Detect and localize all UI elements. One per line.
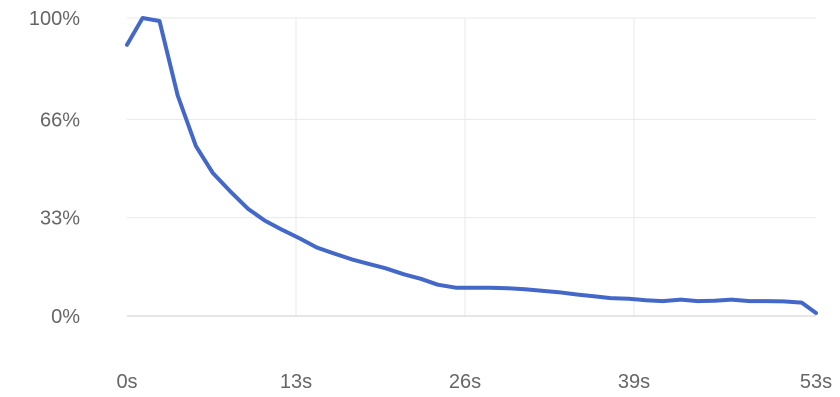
x-tick-label: 53s bbox=[800, 371, 832, 392]
y-tick-label: 33% bbox=[40, 208, 80, 230]
x-tick-label: 39s bbox=[618, 371, 650, 392]
y-tick-label: 66% bbox=[40, 109, 80, 131]
y-tick-label: 0% bbox=[51, 306, 80, 328]
series-layer bbox=[125, 16, 818, 315]
x-tick-label: 0s bbox=[116, 371, 137, 392]
gridlines bbox=[127, 17, 816, 316]
series-line-0 bbox=[125, 16, 818, 315]
tick-labels: 100% 66% 33% 0% 0s 13s 26s 39s 53s bbox=[29, 8, 832, 393]
y-tick-label: 100% bbox=[29, 8, 80, 30]
x-tick-label: 13s bbox=[280, 371, 312, 392]
x-tick-label: 26s bbox=[449, 371, 481, 392]
